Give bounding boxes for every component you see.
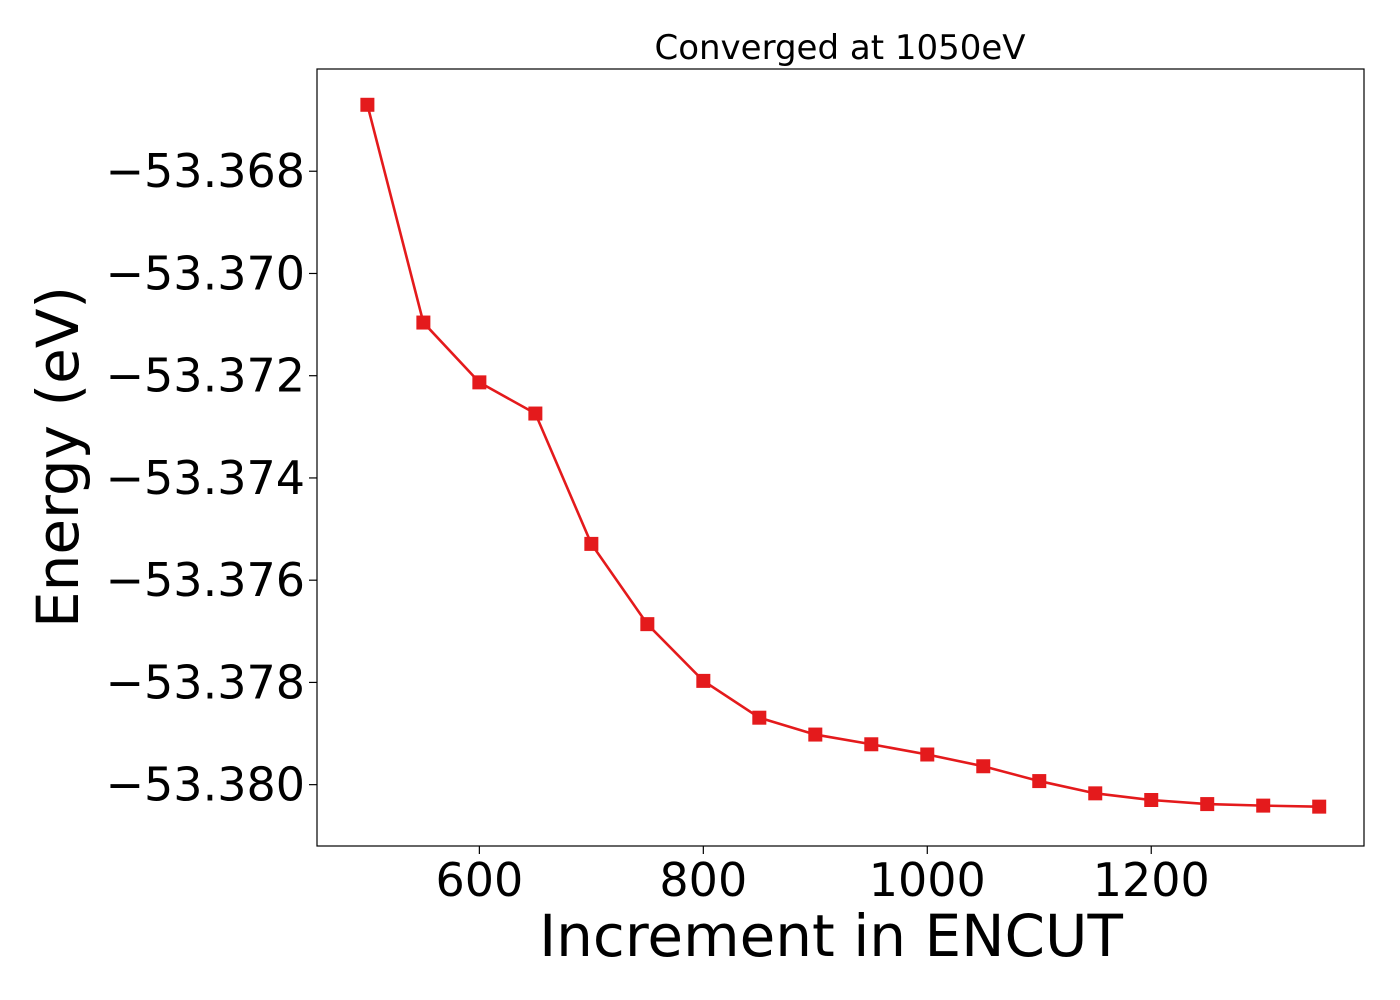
y-tick-label: −53.374 xyxy=(106,451,306,505)
plot-area xyxy=(317,69,1364,846)
x-tick-label: 1200 xyxy=(1093,853,1210,907)
x-tick-label: 600 xyxy=(435,853,523,907)
y-tick-label: −53.380 xyxy=(106,758,306,812)
data-point-marker xyxy=(752,710,767,725)
data-point-marker xyxy=(472,375,487,390)
data-point-marker xyxy=(640,617,655,632)
x-tick-label: 1000 xyxy=(869,853,986,907)
data-point-marker xyxy=(864,737,879,752)
data-point-marker xyxy=(1032,774,1047,789)
data-point-marker xyxy=(1144,792,1159,807)
y-tick-label: −53.378 xyxy=(106,655,306,709)
x-axis-label: Increment in ENCUT xyxy=(539,902,1123,970)
data-point-marker xyxy=(1088,786,1103,801)
y-tick-label: −53.370 xyxy=(106,246,306,300)
y-tick-label: −53.368 xyxy=(106,144,306,198)
data-point-marker xyxy=(808,727,823,742)
data-point-marker xyxy=(416,315,431,330)
data-point-marker xyxy=(696,673,711,688)
chart-title: Converged at 1050eV xyxy=(654,28,1025,68)
data-point-marker xyxy=(528,406,543,421)
y-tick-label: −53.376 xyxy=(106,553,306,607)
plot-frame xyxy=(316,68,1365,847)
y-axis-label: Energy (eV) xyxy=(24,286,92,628)
data-point-marker xyxy=(920,747,935,762)
data-point-marker xyxy=(976,759,991,774)
data-point-marker xyxy=(584,536,599,551)
data-point-marker xyxy=(1200,797,1215,812)
series-layer xyxy=(360,97,1327,814)
data-point-marker xyxy=(1312,799,1327,814)
data-point-marker xyxy=(360,97,375,112)
tick-layer: 600 800 1000 1200 −53.368 −53.370 −53.372 −53.3… xyxy=(106,144,1210,907)
y-tick-label: −53.372 xyxy=(106,349,306,403)
x-tick-label: 800 xyxy=(659,853,747,907)
data-point-marker xyxy=(1256,798,1271,813)
series-line xyxy=(366,104,1320,808)
